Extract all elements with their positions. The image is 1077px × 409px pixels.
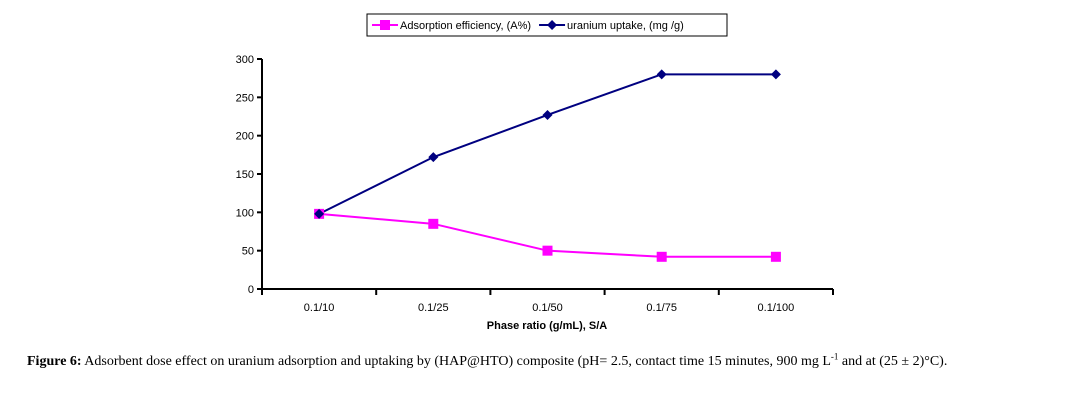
data-point-1-4 <box>770 69 781 80</box>
data-point-1-2 <box>542 109 553 120</box>
y-tick-label: 100 <box>236 207 254 219</box>
caption-superscript: -1 <box>830 351 839 362</box>
series-markers <box>314 69 781 262</box>
series-lines <box>318 73 776 258</box>
caption-label: Figure 6: <box>27 354 82 369</box>
x-axis-title: Phase ratio (g/mL), S/A <box>487 320 607 332</box>
legend: Adsorption efficiency, (A%) uranium uptak… <box>366 13 728 37</box>
y-tick-label: 50 <box>242 246 254 258</box>
series-line-1 <box>318 73 776 215</box>
y-tick-label: 250 <box>236 92 254 104</box>
y-tick-label: 200 <box>236 131 254 143</box>
x-tick-label: 0.1/75 <box>646 302 677 314</box>
legend-label-1: uranium uptake, (mg /g) <box>567 20 684 32</box>
x-tick-label: 0.1/100 <box>758 302 795 314</box>
x-tick-label: 0.1/10 <box>304 302 335 314</box>
y-tick-label: 150 <box>236 169 254 181</box>
data-point-1-3 <box>656 69 667 80</box>
legend-label-0: Adsorption efficiency, (A%) <box>400 20 531 32</box>
data-point-0-3 <box>656 251 667 262</box>
caption-text: Adsorbent dose effect on uranium adsorpt… <box>81 354 831 369</box>
x-tick-label: 0.1/50 <box>532 302 563 314</box>
figure-caption: Figure 6: Adsorbent dose effect on urani… <box>27 351 1067 370</box>
caption-text-end: and at (25 ± 2)°C). <box>838 354 948 369</box>
data-point-1-1 <box>428 152 439 163</box>
axes: 0 50 100 150 200 250 300 0.1/10 0.1/25 0.1/50 0.1/… <box>236 54 834 314</box>
legend-marker-1 <box>547 20 558 30</box>
data-point-0-4 <box>770 251 781 262</box>
chart: Adsorption efficiency, (A%) uranium uptak… <box>236 13 834 332</box>
data-point-0-2 <box>542 245 553 256</box>
data-point-0-1 <box>428 218 439 229</box>
y-tick-label: 300 <box>236 54 254 66</box>
legend-marker-0 <box>380 20 390 30</box>
y-tick-label: 0 <box>248 284 254 296</box>
data-point-1-0 <box>314 208 325 219</box>
x-tick-label: 0.1/25 <box>418 302 449 314</box>
